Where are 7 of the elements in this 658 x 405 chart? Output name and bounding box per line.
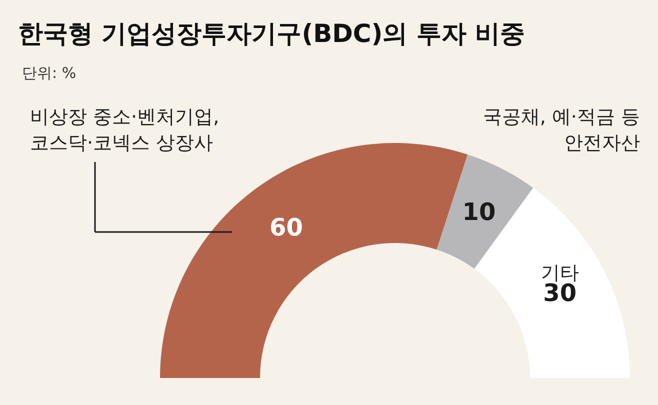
slice-label: 비상장 중소·벤처기업, 코스닥·코넥스 상장사 (30, 106, 220, 154)
data-label: 10 (462, 198, 496, 226)
slice-label: 기타 (540, 262, 579, 284)
slice-label: 국공채, 예·적금 등 안전자산 (482, 106, 640, 154)
chart-title: 한국형 기업성장투자기구(BDC)의 투자 비중 (18, 19, 526, 48)
data-label: 60 (270, 213, 303, 242)
chart-subtitle: 단위: % (22, 64, 76, 82)
